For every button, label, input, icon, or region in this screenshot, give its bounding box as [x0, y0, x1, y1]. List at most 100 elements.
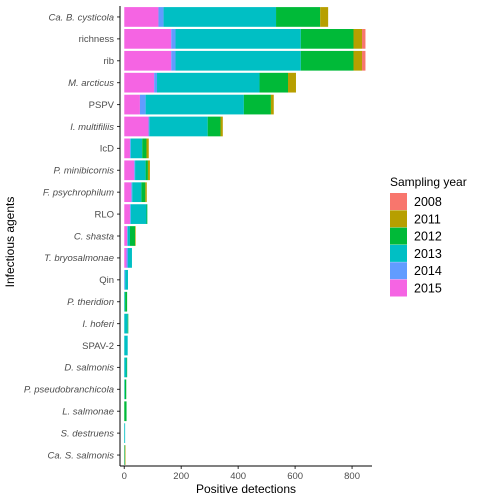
y-tick-label: C. shasta — [74, 231, 114, 242]
bar-segment-2014 — [171, 50, 176, 71]
bar-segment-2008 — [362, 50, 366, 71]
bar-segment-2013 — [163, 7, 277, 27]
legend-label-2013: 2013 — [414, 247, 442, 261]
bar-segment-2015 — [124, 160, 135, 181]
y-tick-label: Ca. S. salmonis — [47, 450, 114, 461]
y-tick-label: L. salmonae — [62, 407, 114, 418]
bar-segment-2013 — [124, 423, 126, 443]
bar-segment-2011 — [288, 72, 296, 93]
bar-segment-2013 — [157, 72, 260, 93]
bar-segment-2015 — [124, 138, 130, 159]
y-tick-label: Ca. B. cysticola — [49, 12, 114, 23]
y-tick-label: I. multifiliis — [70, 122, 114, 133]
bar-segment-2011 — [145, 182, 147, 203]
y-axis-title: Infectious agents — [3, 197, 17, 288]
bar-segment-2012 — [146, 204, 148, 224]
x-axis-title: Positive detections — [196, 482, 296, 496]
bar-segment-2014 — [154, 72, 158, 93]
legend-swatch-2008 — [390, 193, 407, 210]
x-tick-label: 200 — [173, 471, 189, 482]
y-tick-label: Qin — [99, 275, 114, 286]
y-tick-label: D. salmonis — [64, 363, 114, 374]
bar-segment-2014 — [158, 7, 164, 27]
legend-label-2015: 2015 — [414, 282, 442, 296]
legend-label-2012: 2012 — [414, 230, 442, 244]
bar-segment-2012 — [243, 94, 271, 115]
bar-segment-2015 — [124, 204, 130, 224]
x-tick-label: 400 — [230, 471, 246, 482]
bar-segment-2014 — [124, 269, 126, 290]
bar-segment-2015 — [124, 248, 127, 268]
bar-segment-2012 — [276, 7, 321, 27]
bar-segment-2015 — [124, 116, 149, 137]
bar-segment-2015 — [124, 94, 140, 115]
legend: 2008 2011 2012 2013 2014 2015 — [390, 193, 442, 297]
bar-segment-2015 — [124, 50, 172, 71]
bar-segment-2014 — [148, 116, 150, 137]
y-tick-label: I. hoferi — [82, 319, 115, 330]
bar-segment-2013 — [127, 248, 132, 268]
bar-segment-2012 — [142, 138, 147, 159]
y-tick-label: M. arcticus — [68, 78, 114, 89]
y-tick-labels: Ca. B. cysticola richness rib M. arcticus PS… — [24, 12, 120, 461]
bar-segment-2012 — [126, 357, 128, 378]
bar-segment-2014 — [129, 138, 131, 159]
bar-segment-2012 — [124, 379, 127, 400]
x-tick-label: 600 — [287, 471, 303, 482]
y-tick-label: RLO — [94, 209, 114, 220]
y-tick-label: IcD — [100, 144, 114, 155]
y-tick-label: P. pseudobranchicola — [24, 385, 114, 396]
bar-segment-2013 — [175, 50, 301, 71]
bar-segment-2015 — [124, 7, 159, 27]
y-tick-label: P. minibicornis — [53, 166, 114, 177]
bar-segment-2015 — [124, 29, 172, 49]
bar-segment-2013 — [130, 204, 147, 224]
x-tick-labels: 0 200 400 600 800 — [122, 466, 360, 482]
bar-segment-2013 — [124, 357, 127, 378]
bar-segment-2011 — [270, 94, 274, 115]
bar-segment-2008 — [362, 29, 366, 49]
bar-segment-2013 — [149, 116, 208, 137]
bar-segment-2013 — [124, 335, 128, 356]
bar-segment-2013 — [132, 182, 142, 203]
bar-segment-2012 — [207, 116, 221, 137]
bar-segment-2012 — [127, 313, 129, 334]
y-tick-label: T. bryosalmonae — [44, 253, 114, 264]
y-tick-label: SPAV-2 — [82, 341, 114, 352]
bar-segment-2012 — [300, 50, 354, 71]
bar-segment-2015 — [124, 72, 155, 93]
bar-segment-2011 — [135, 226, 136, 246]
bar-segment-2013 — [124, 291, 126, 312]
bar-segment-2014 — [126, 248, 128, 268]
y-tick-label: PSPV — [89, 100, 115, 111]
bar-segment-2011 — [146, 138, 149, 159]
y-tick-label: F. psychrophilum — [43, 187, 114, 198]
bar-segment-2013 — [127, 226, 130, 246]
bar-segment-2015 — [124, 182, 132, 203]
bar-segment-2011 — [220, 116, 223, 137]
legend-swatch-2011 — [390, 210, 407, 228]
bar-segment-2012 — [141, 182, 146, 203]
bar-segment-2015 — [124, 226, 128, 246]
bar-segment-2014 — [139, 94, 146, 115]
bar-segment-2012 — [259, 72, 288, 93]
legend-swatch-2014 — [390, 262, 407, 280]
bar-segment-2013 — [124, 313, 128, 334]
bar-segment-2011 — [353, 29, 363, 49]
y-tick-label: S. destruens — [61, 428, 115, 439]
bar-segment-2011 — [124, 445, 126, 465]
bar-segment-2013 — [175, 29, 301, 49]
x-tick-label: 800 — [344, 471, 360, 482]
y-tick-label: richness — [79, 34, 115, 45]
x-tick-label: 0 — [122, 471, 127, 482]
bar-segment-2013 — [124, 379, 125, 400]
bars-layer — [124, 7, 366, 465]
bar-segment-2013 — [135, 160, 146, 181]
bar-segment-2014 — [171, 29, 176, 49]
legend-label-2011: 2011 — [414, 212, 441, 226]
y-tick-label: rib — [103, 56, 114, 67]
legend-label-2014: 2014 — [414, 264, 442, 278]
y-tick-label: P. theridion — [67, 297, 114, 308]
bar-segment-2011 — [147, 160, 150, 181]
